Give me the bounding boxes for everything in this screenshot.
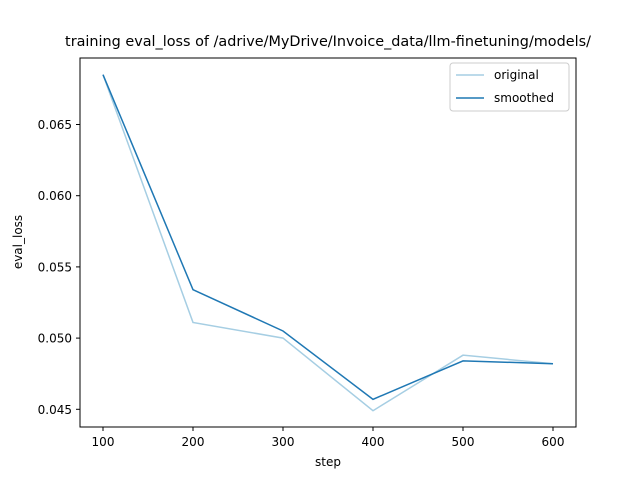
x-tick-label: 500 — [452, 435, 475, 449]
y-tick-label: 0.065 — [38, 118, 72, 132]
y-tick-label: 0.055 — [38, 260, 72, 274]
plot-lines — [102, 74, 554, 412]
x-tick-label: 100 — [92, 435, 115, 449]
x-tick-label: 600 — [542, 435, 565, 449]
y-tick-label: 0.050 — [38, 332, 72, 346]
x-tick-label: 400 — [362, 435, 385, 449]
y-tick-label: 0.045 — [38, 403, 72, 417]
y-axis-ticks: 0.045 0.050 0.055 0.060 0.065 — [38, 118, 80, 417]
x-axis-label: step — [315, 455, 341, 469]
series-line-smoothed — [102, 74, 554, 401]
axes-frame — [79, 57, 577, 428]
x-tick-label: 300 — [272, 435, 295, 449]
y-axis-label: eval_loss — [11, 215, 25, 269]
legend-original-label: original — [494, 68, 539, 82]
y-tick-label: 0.060 — [38, 189, 72, 203]
series-line-original — [102, 74, 554, 412]
legend-smoothed-label: smoothed — [494, 91, 554, 105]
x-axis-ticks: 100 200 300 400 500 600 — [92, 427, 565, 449]
x-tick-label: 200 — [182, 435, 205, 449]
legend: original smoothed — [449, 62, 570, 112]
chart-title: training eval_loss of /adrive/MyDrive/In… — [65, 34, 591, 50]
